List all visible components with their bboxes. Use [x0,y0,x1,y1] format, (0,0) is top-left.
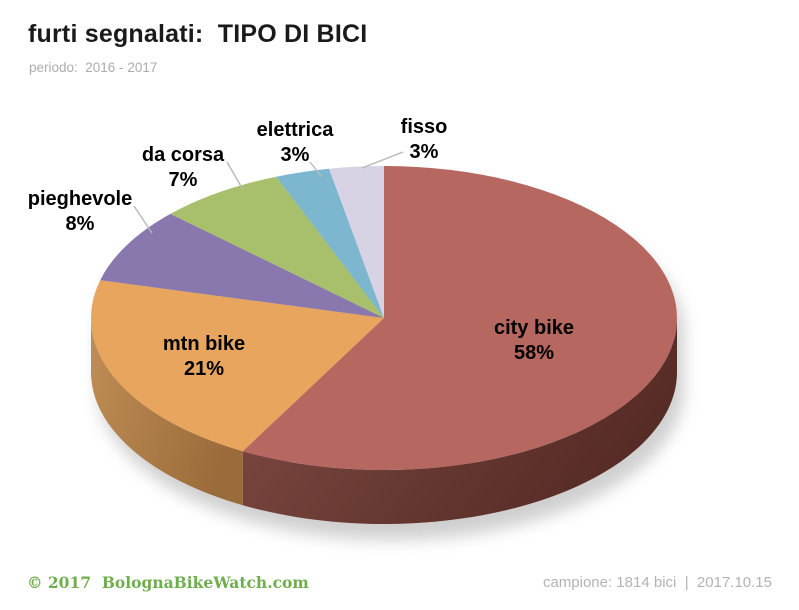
pie-side-mtn-bike [90,318,243,506]
pie-label-mtn-bike: mtn bike 21% [163,333,245,380]
pie-leader-elettrica [309,161,323,178]
pie-label-fisso: fisso 3% [401,116,448,163]
pie-leader-fisso [361,151,404,169]
period-subtitle: periodo: 2016 - 2017 [29,60,158,75]
pie-slice-mtn-bike [90,280,384,452]
pie-leader-pieghevole [133,205,153,234]
pie-label-pieghevole: pieghevole 8% [28,188,132,235]
watermark-credit: © 2017 BolognaBikeWatch.com [27,573,309,592]
pie-leader-da-corsa [226,161,243,189]
pie-slice-fisso [329,166,384,318]
pie-slice-da-corsa [170,176,384,318]
pie-label-da-corsa: da corsa 7% [142,144,225,191]
pie-slice-pieghevole [100,213,384,318]
sample-info: campione: 1814 bici | 2017.10.15 [542,574,772,591]
pie-slice-city-bike [242,166,677,470]
pie-label-city-bike: city bike 58% [494,317,574,364]
pie-slice-elettrica [276,168,384,318]
pie-label-elettrica: elettrica 3% [257,119,335,166]
page-title: furti segnalati: TIPO DI BICI [28,20,368,48]
pie-side-city-bike [242,318,678,525]
